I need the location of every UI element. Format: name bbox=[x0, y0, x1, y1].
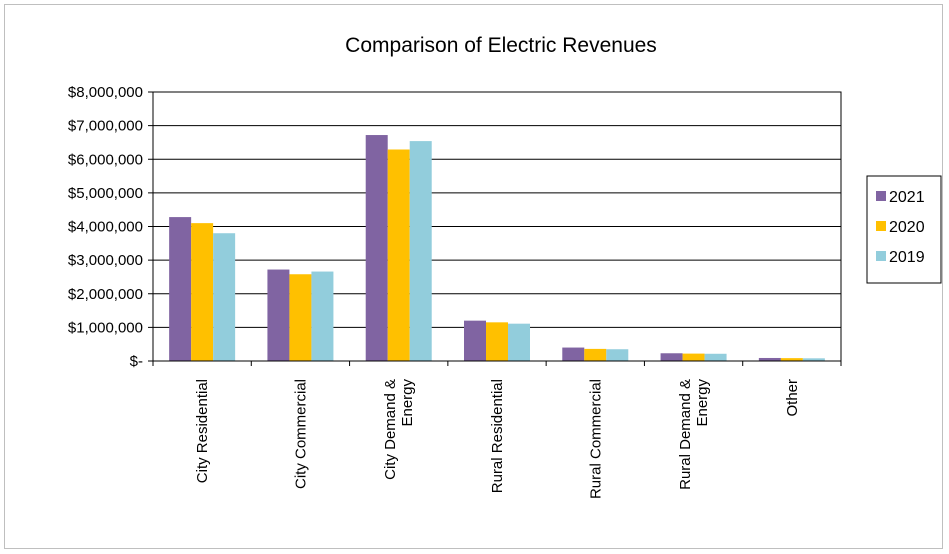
bar-2019 bbox=[508, 323, 530, 361]
bar-2020 bbox=[682, 353, 705, 361]
bar-2021 bbox=[267, 269, 290, 361]
bar-2019 bbox=[802, 358, 825, 361]
bar-2021 bbox=[660, 353, 683, 361]
y-tick-label: $5,000,000 bbox=[68, 185, 143, 202]
bar-2019 bbox=[606, 349, 629, 361]
x-tick-label: City Residential bbox=[194, 379, 211, 483]
legend-swatch-2019 bbox=[876, 251, 886, 261]
x-tick-label: City Demand & Energy bbox=[382, 379, 416, 480]
y-tick-label: $8,000,000 bbox=[68, 84, 143, 101]
bar-2019 bbox=[704, 353, 727, 361]
x-axis: City Residential City Commercial City Dema… bbox=[152, 361, 842, 499]
y-tick-label: $6,000,000 bbox=[68, 151, 143, 168]
x-tick-label-line: Rural Commercial bbox=[587, 379, 604, 499]
x-tick-label-line: Energy bbox=[399, 379, 416, 427]
y-tick-label: $4,000,000 bbox=[68, 219, 143, 236]
y-tick-label: $- bbox=[130, 353, 143, 370]
gridlines bbox=[153, 125, 841, 328]
bar-2021 bbox=[365, 135, 388, 361]
bar-2020 bbox=[387, 149, 410, 361]
x-tick-label-line: Energy bbox=[694, 379, 711, 427]
x-tick-label-line: City Demand & bbox=[382, 379, 399, 480]
x-tick-label: Other bbox=[784, 379, 801, 417]
chart-frame bbox=[4, 4, 943, 549]
legend-swatch-2021 bbox=[876, 191, 886, 201]
bar-2019 bbox=[311, 271, 334, 361]
legend-label-2019: 2019 bbox=[889, 249, 925, 266]
bar-2021 bbox=[169, 217, 192, 361]
x-tick-label-line: Rural Residential bbox=[489, 379, 506, 493]
bar-2021 bbox=[562, 347, 585, 361]
bar-2020 bbox=[486, 322, 508, 361]
legend-label-2021: 2021 bbox=[889, 189, 925, 206]
y-tick-label: $7,000,000 bbox=[68, 118, 143, 135]
bar-2021 bbox=[464, 320, 486, 361]
bar-2019 bbox=[409, 141, 432, 361]
x-tick-label: Rural Demand & Energy bbox=[677, 379, 711, 490]
bar-2019 bbox=[213, 233, 236, 361]
bar-2020 bbox=[191, 223, 214, 361]
bars bbox=[169, 135, 825, 361]
bar-2020 bbox=[584, 348, 607, 361]
x-tick-label: Rural Residential bbox=[489, 379, 506, 493]
legend: 2021 2020 2019 bbox=[866, 175, 942, 284]
y-tick-label: $1,000,000 bbox=[68, 319, 143, 336]
x-tick-label-line: City Residential bbox=[194, 379, 211, 483]
y-tick-label: $2,000,000 bbox=[68, 286, 143, 303]
x-tick-label: City Commercial bbox=[292, 379, 309, 489]
bar-2020 bbox=[780, 358, 803, 361]
bar-2020 bbox=[289, 274, 312, 361]
y-axis: $- $1,000,000 $2,000,000 $3,000,000 $4,000,0… bbox=[68, 84, 153, 370]
x-tick-label: Rural Commercial bbox=[587, 379, 604, 499]
x-tick-label-line: Other bbox=[784, 379, 801, 417]
legend-label-2020: 2020 bbox=[889, 219, 925, 236]
bar-2021 bbox=[758, 357, 781, 361]
y-tick-label: $3,000,000 bbox=[68, 252, 143, 269]
legend-swatch-2020 bbox=[876, 221, 886, 231]
chart-title: Comparison of Electric Revenues bbox=[345, 34, 657, 57]
x-tick-label-line: Rural Demand & bbox=[677, 379, 694, 490]
x-tick-label-line: City Commercial bbox=[292, 379, 309, 489]
